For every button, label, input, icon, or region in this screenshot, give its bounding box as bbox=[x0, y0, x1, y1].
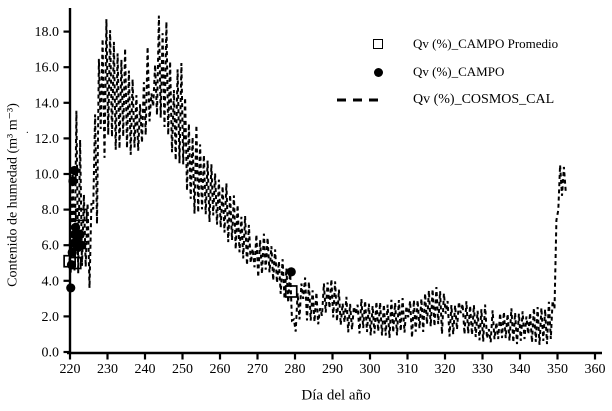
legend-label: Qv (%)_COSMOS_CAL bbox=[413, 92, 555, 107]
y-tick-label: 14.0 bbox=[35, 96, 60, 111]
campo-data-point bbox=[68, 176, 78, 186]
campo-data-point bbox=[67, 247, 77, 257]
x-axis-ticks: 220 230 240 250 260 270 280 290 300 310 320 330 340 3… bbox=[60, 353, 606, 377]
x-tick-label: 290 bbox=[322, 362, 343, 377]
y-tick-label: 0.0 bbox=[42, 346, 60, 361]
dashed-line-marker-icon bbox=[330, 97, 383, 103]
y-axis-ticks: 0.0 2.0 4.0 6.0 8.0 10.0 12.0 14.0 16.0 18.0 bbox=[35, 25, 70, 361]
x-tick-label: 250 bbox=[172, 362, 193, 377]
y-tick-label: 10.0 bbox=[35, 168, 60, 183]
campo-promedio-data-point bbox=[74, 208, 88, 222]
campo-circle-markers bbox=[66, 165, 296, 293]
campo-data-point bbox=[75, 229, 85, 240]
x-tick-label: 270 bbox=[247, 362, 268, 377]
x-tick-label: 350 bbox=[547, 362, 568, 377]
legend-item-campo: Qv (%)_CAMPO bbox=[330, 58, 558, 86]
y-tick-label: 6.0 bbox=[42, 239, 60, 254]
x-tick-label: 220 bbox=[60, 362, 81, 377]
y-tick-label: 16.0 bbox=[35, 61, 60, 76]
y-axis-title: Contenido de humedad (m³ m⁻³) bbox=[5, 103, 21, 287]
campo-data-point bbox=[77, 240, 87, 250]
campo-data-point bbox=[71, 222, 81, 232]
legend-item-cosmos-cal: Qv (%)_COSMOS_CAL bbox=[330, 86, 558, 114]
x-tick-label: 260 bbox=[210, 362, 231, 377]
campo-data-point bbox=[69, 165, 80, 176]
x-tick-label: 360 bbox=[585, 362, 606, 377]
legend: Qv (%)_CAMPO Promedio Qv (%)_CAMPO Qv (%… bbox=[330, 30, 558, 114]
x-tick-label: 310 bbox=[397, 362, 418, 377]
y-tick-label: 2.0 bbox=[42, 310, 60, 325]
filled-circle-marker-icon bbox=[330, 67, 383, 77]
x-tick-label: 340 bbox=[510, 362, 531, 377]
x-axis-title: Día del año bbox=[301, 387, 371, 404]
legend-label: Qv (%)_CAMPO bbox=[413, 64, 505, 79]
x-tick-label: 320 bbox=[435, 362, 456, 377]
legend-label: Qv (%)_CAMPO Promedio bbox=[413, 36, 559, 51]
campo-promedio-square-markers bbox=[63, 208, 298, 298]
campo-data-point bbox=[66, 283, 76, 293]
y-tick-label: 4.0 bbox=[42, 274, 60, 289]
legend-item-campo-promedio: Qv (%)_CAMPO Promedio bbox=[330, 30, 558, 58]
cosmos-cal-dashed-series bbox=[67, 15, 567, 345]
y-tick-label: 18.0 bbox=[35, 25, 60, 40]
x-tick-label: 230 bbox=[97, 362, 118, 377]
stray-mark: . bbox=[26, 124, 29, 136]
campo-promedio-data-point bbox=[284, 285, 298, 298]
x-tick-label: 330 bbox=[472, 362, 493, 377]
y-tick-label: 8.0 bbox=[42, 203, 60, 218]
campo-data-point bbox=[286, 267, 296, 277]
campo-promedio-data-point bbox=[68, 256, 82, 270]
y-tick-label: 12.0 bbox=[35, 132, 60, 147]
open-square-marker-icon bbox=[330, 39, 383, 49]
x-tick-label: 240 bbox=[135, 362, 156, 377]
x-tick-label: 300 bbox=[360, 362, 381, 377]
x-tick-label: 280 bbox=[285, 362, 306, 377]
